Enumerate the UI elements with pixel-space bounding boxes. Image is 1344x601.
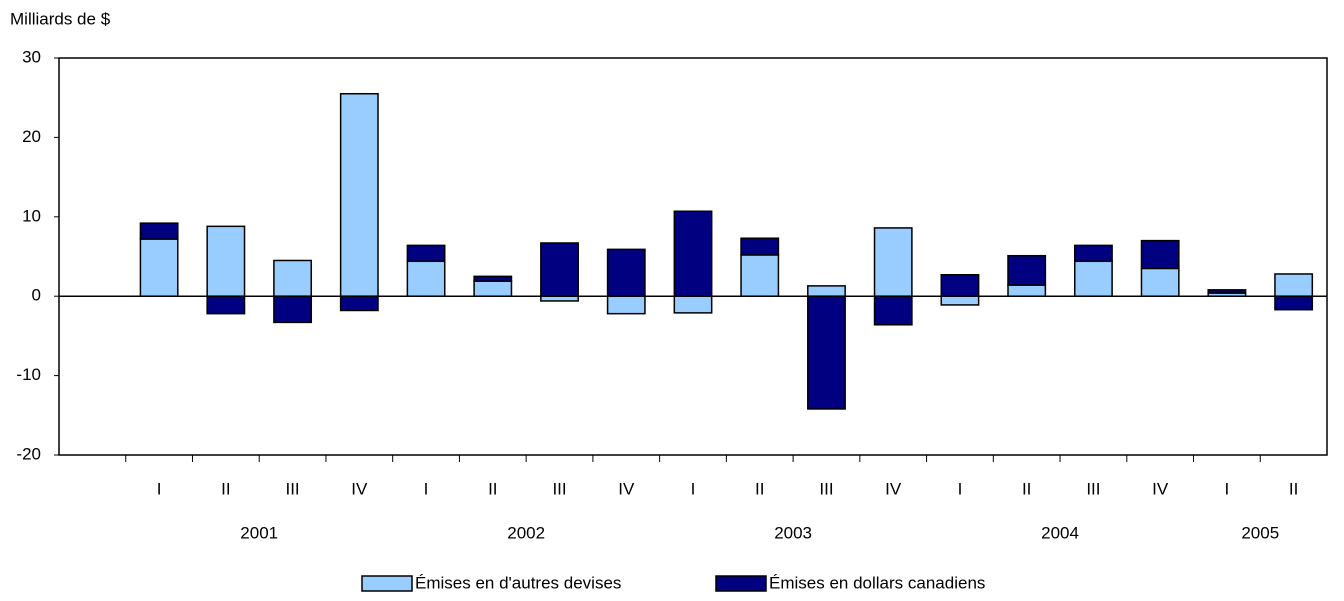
bar [473,275,513,282]
bar [807,285,846,297]
bar [273,259,313,297]
bar [673,295,713,314]
x-tick-label: III [1086,479,1100,498]
x-tick-label: II [488,479,497,498]
x-tick-label: IV [351,479,368,498]
bar [873,227,913,297]
y-tick-label: 20 [22,127,41,146]
legend-label: Émises en dollars canadiens [769,573,985,592]
bar [339,92,379,297]
y-axis-label: Milliards de $ [10,9,111,28]
group-label: 2004 [1041,523,1079,542]
legend-label: Émises en d'autres devises [415,573,621,592]
group-label: 2003 [774,523,812,542]
plot-frame [58,57,1328,456]
bar [606,248,646,297]
x-tick-label: IV [618,479,635,498]
x-tick-label: I [691,479,696,498]
bar [673,210,713,297]
x-tick-label: II [1022,479,1031,498]
x-tick-label: I [1225,479,1230,498]
x-tick-label: I [958,479,963,498]
bar [740,237,780,256]
x-tick-label: III [819,479,833,498]
bar [139,222,179,240]
x-tick-label: II [1289,479,1298,498]
x-tick-label: II [221,479,230,498]
bar [540,242,579,297]
legend-swatch [361,575,413,592]
bar [1207,289,1247,294]
legend-swatch [715,575,767,592]
bar [740,254,780,297]
bar [1140,239,1180,270]
bar [406,260,446,297]
x-tick-label: IV [1152,479,1169,498]
bar [1274,273,1314,297]
bar [873,295,913,326]
bar [339,295,379,312]
bar [139,238,179,297]
x-tick-label: II [755,479,764,498]
y-tick-label: 10 [22,206,41,225]
bar [1073,260,1113,297]
x-tick-label: III [552,479,566,498]
bar [206,225,246,297]
y-tick-label: 0 [32,286,41,305]
bar [473,280,513,297]
group-label: 2005 [1241,523,1279,542]
group-label: 2001 [240,523,278,542]
bar [1274,295,1314,311]
y-tick-label: 30 [22,47,41,66]
bar [606,295,646,315]
x-tick-label: I [424,479,429,498]
y-tick-label: -20 [16,444,41,463]
y-tick-label: -10 [16,365,41,384]
group-label: 2002 [507,523,545,542]
x-tick-label: I [157,479,162,498]
x-tick-label: IV [885,479,902,498]
x-tick-label: III [285,479,299,498]
bar [1140,267,1180,297]
bar [1007,284,1047,297]
bar [406,244,446,263]
bar [273,295,313,324]
bar [206,295,246,315]
bar [940,274,980,297]
bar [1007,254,1047,286]
bar [807,295,846,410]
bar [940,295,980,306]
bar [1073,244,1113,263]
